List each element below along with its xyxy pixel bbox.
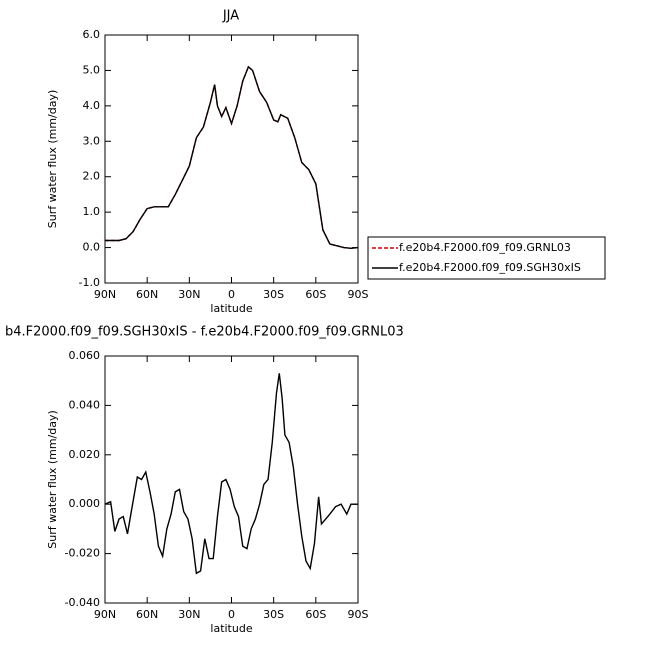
x-tick-label: 90S [348,608,369,621]
y-tick-label: 4.0 [83,99,101,112]
x-tick-label: 90S [348,288,369,301]
y-tick-label: 5.0 [83,63,101,76]
y-tick-label: 3.0 [83,134,101,147]
x-axis-label: latitude [210,302,252,315]
plot-frame [104,34,359,284]
y-tick-label: 0.000 [69,497,101,510]
x-tick-label: 90N [94,288,116,301]
data-line [105,65,359,249]
y-tick-label: 6.0 [83,28,101,41]
y-tick-label: -0.040 [65,596,100,609]
legend-box [367,236,606,280]
y-tick-label: 0.040 [69,398,101,411]
legend-label: f.e20b4.F2000.f09_f09.SGH30xIS [399,261,581,274]
y-tick-label: 0.060 [69,349,101,362]
y-tick-label: 0.0 [83,241,101,254]
x-tick-label: 30N [178,608,200,621]
y-tick-label: -0.020 [65,547,100,560]
chart-title: b4.F2000.f09_f09.SGH30xIS - f.e20b4.F200… [5,325,404,340]
legend-label: f.e20b4.F2000.f09_f09.GRNL03 [399,241,571,254]
y-axis-label: Surf water flux (mm/day) [46,90,59,229]
y-tick-label: 2.0 [83,170,101,183]
x-tick-label: 30S [263,608,284,621]
x-tick-label: 60N [136,288,158,301]
y-axis-label: Surf water flux (mm/day) [46,410,59,549]
x-tick-label: 60S [305,288,326,301]
x-axis-label: latitude [210,622,252,635]
x-tick-label: 60N [136,608,158,621]
x-tick-label: 30S [263,288,284,301]
x-tick-label: 0 [228,288,235,301]
chart-title: JJA [222,9,239,24]
x-tick-label: 30N [178,288,200,301]
x-tick-label: 90N [94,608,116,621]
data-line [104,373,358,575]
y-tick-label: 0.020 [69,448,101,461]
x-tick-label: 60S [305,608,326,621]
y-tick-label: -1.0 [79,276,100,289]
plot-frame [104,355,359,604]
x-tick-label: 0 [228,608,235,621]
y-tick-label: 1.0 [83,205,101,218]
data-line [105,65,359,249]
